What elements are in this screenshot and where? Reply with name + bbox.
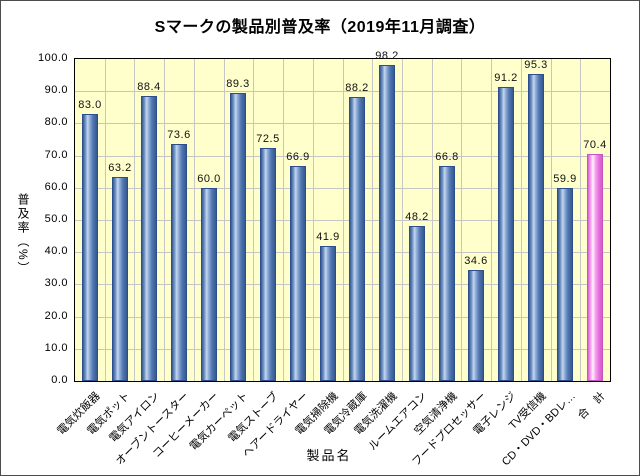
- bar: [439, 166, 455, 381]
- horizontal-gridline: [75, 155, 610, 157]
- vertical-gridline: [224, 59, 225, 381]
- horizontal-gridline: [75, 284, 610, 286]
- bar: [557, 188, 573, 381]
- bar-value-label: 34.6: [464, 255, 488, 267]
- bar-value-label: 66.9: [286, 151, 310, 163]
- bar: [290, 166, 306, 381]
- horizontal-gridline: [75, 220, 610, 221]
- y-axis-tick-label: 20.0: [44, 309, 68, 322]
- bar: [82, 114, 98, 381]
- bar-value-label: 66.8: [435, 151, 459, 163]
- chart-title: Sマークの製品別普及率（2019年11月調査）: [154, 19, 486, 36]
- horizontal-gridline: [75, 348, 610, 350]
- horizontal-gridline: [75, 187, 610, 189]
- x-axis-title: 製品名: [306, 448, 352, 463]
- bar-value-label: 59.9: [553, 173, 577, 185]
- vertical-gridline: [134, 59, 135, 381]
- vertical-gridline: [521, 59, 522, 381]
- vertical-gridline: [194, 59, 195, 381]
- y-axis-tick-label: 50.0: [44, 213, 68, 225]
- plot-area: [74, 58, 611, 382]
- vertical-gridline: [164, 59, 165, 381]
- y-axis-title: 普及率（%）: [16, 193, 30, 276]
- bar-value-label: 91.2: [494, 72, 518, 84]
- bar-value-label: 72.5: [256, 133, 280, 145]
- bar: [528, 74, 544, 381]
- y-axis-tick-label: 10.0: [44, 341, 68, 354]
- bar-value-label: 63.2: [108, 162, 132, 174]
- horizontal-gridline: [75, 123, 610, 125]
- bar-value-label: 41.9: [316, 231, 340, 243]
- vertical-gridline: [283, 59, 284, 381]
- vertical-gridline: [343, 59, 344, 381]
- y-axis-tick-label: 100.0: [37, 52, 68, 64]
- bar: [260, 148, 276, 381]
- bar: [320, 246, 336, 381]
- y-axis-tick-label: 0.0: [51, 374, 68, 386]
- y-axis-tick-label: 40.0: [44, 245, 68, 258]
- bar: [112, 177, 128, 381]
- vertical-gridline: [402, 59, 403, 381]
- y-axis-tick-label: 80.0: [44, 116, 68, 129]
- bar: [201, 188, 217, 381]
- vertical-gridline: [313, 59, 314, 381]
- bar: [498, 87, 514, 381]
- y-axis-tick-label: 30.0: [44, 277, 68, 290]
- horizontal-gridline: [75, 252, 610, 254]
- bar-value-label: 95.3: [524, 59, 548, 71]
- bar-value-label: 60.0: [197, 173, 221, 185]
- bar: [141, 96, 157, 381]
- vertical-gridline: [461, 59, 462, 381]
- vertical-gridline: [105, 59, 106, 381]
- bar-value-label: 88.2: [345, 82, 369, 94]
- x-axis-category-label: 合 計: [575, 390, 608, 422]
- vertical-gridline: [253, 59, 254, 381]
- vertical-gridline: [551, 59, 552, 381]
- bar: [171, 144, 187, 381]
- y-axis-tick-label: 70.0: [44, 148, 68, 161]
- bar: [349, 97, 365, 381]
- bar-value-label: 98.2: [375, 50, 399, 62]
- vertical-gridline: [432, 59, 433, 381]
- vertical-gridline: [491, 59, 492, 381]
- horizontal-gridline: [75, 316, 610, 318]
- vertical-gridline: [580, 59, 581, 381]
- bar-value-label: 83.0: [78, 99, 102, 111]
- vertical-gridline: [372, 59, 373, 381]
- horizontal-gridline: [75, 91, 610, 93]
- y-axis-tick-label: 60.0: [44, 180, 68, 193]
- bar-value-label: 73.6: [167, 129, 191, 141]
- bar-value-label: 70.4: [583, 139, 607, 151]
- bar: [230, 93, 246, 381]
- bar-value-label: 48.2: [405, 211, 429, 223]
- bar: [468, 270, 484, 381]
- bar-value-label: 88.4: [137, 81, 161, 93]
- bar: [409, 226, 425, 381]
- bar-value-label: 89.3: [226, 78, 250, 90]
- bar: [379, 65, 395, 381]
- y-axis-tick-label: 90.0: [44, 84, 68, 97]
- total-bar: [587, 154, 603, 381]
